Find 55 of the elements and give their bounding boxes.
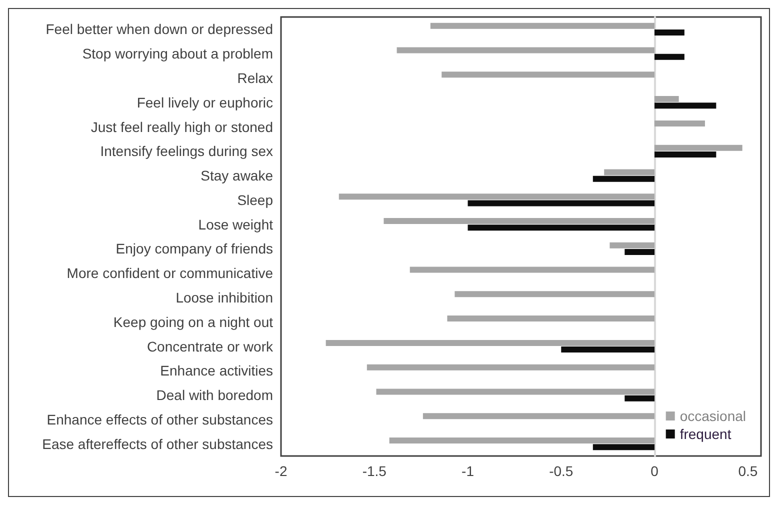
bar (447, 316, 655, 322)
y-tick-label: Stay awake (200, 168, 274, 184)
y-tick-label: Intensify feelings during sex (100, 143, 273, 160)
bar (384, 218, 655, 224)
bar (338, 194, 655, 200)
legend-label: frequent (680, 426, 732, 442)
x-tick-label: -2 (274, 463, 288, 479)
y-tick-label: Stop worrying about a problem (82, 46, 273, 62)
bar (410, 266, 655, 273)
y-tick-label: Enhance effects of other substances (46, 411, 273, 428)
x-tick-label: -1.5 (362, 463, 387, 479)
bar (468, 224, 655, 231)
y-tick-label: Keep going on a night out (113, 314, 274, 330)
bar (592, 176, 655, 182)
bar (610, 242, 655, 248)
y-tick-label: More confident or communicative (66, 265, 274, 282)
legend-label: occasional (680, 408, 746, 424)
y-tick-label: Just feel really high or stoned (90, 118, 273, 135)
bar (468, 200, 655, 206)
bar (561, 346, 655, 353)
bar (624, 248, 655, 255)
y-tick-label: Ease aftereffects of other substances (42, 436, 273, 452)
bar (604, 169, 655, 176)
bar (389, 438, 655, 444)
bar (654, 29, 684, 36)
bar (654, 151, 716, 158)
y-tick-label: Loose inhibition (176, 289, 273, 306)
y-tick-label: Feel lively or euphoric (136, 94, 273, 110)
y-tick-label: Enjoy company of friends (116, 240, 273, 257)
bar (654, 102, 716, 109)
x-tick-label: -1 (462, 463, 474, 479)
bar (422, 413, 655, 420)
bar (376, 388, 655, 395)
y-tick-label: Sleep (237, 192, 274, 208)
bar (454, 291, 655, 298)
x-tick-label: 0.5 (738, 463, 758, 479)
y-tick-label: Relax (237, 70, 273, 86)
bar (654, 120, 705, 126)
bar (654, 96, 679, 102)
bar (442, 72, 655, 78)
y-tick-label: Concentrate or work (146, 338, 274, 354)
bar (654, 54, 684, 60)
bar (366, 364, 655, 370)
y-tick-label: Lose weight (198, 216, 274, 232)
bar (396, 47, 655, 54)
bar (654, 144, 742, 151)
bar (326, 340, 655, 346)
x-tick-label: -0.5 (549, 463, 574, 479)
bar (624, 395, 655, 402)
bar (592, 444, 655, 450)
y-tick-label: Feel better when down or depressed (46, 21, 273, 38)
y-tick-label: Enhance activities (160, 362, 273, 379)
x-tick-label: 0 (650, 463, 659, 479)
bar (430, 22, 655, 29)
y-tick-label: Deal with boredom (156, 387, 273, 404)
